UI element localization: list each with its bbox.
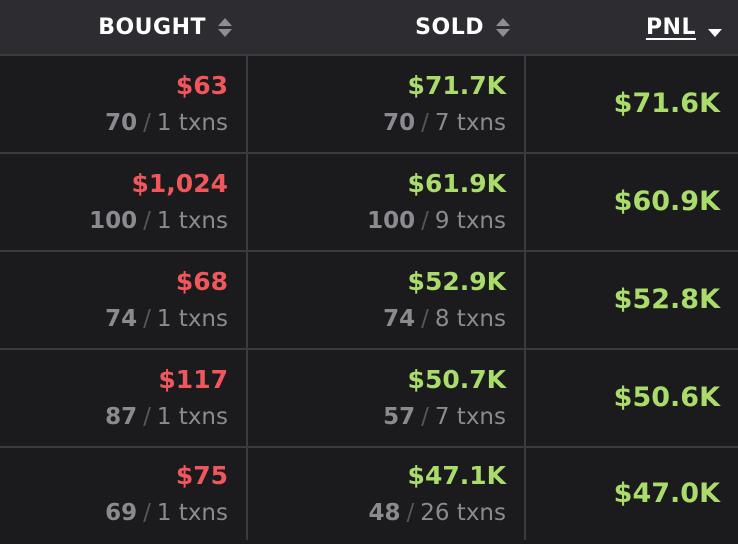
separator: / [421, 404, 429, 430]
bought-amount: $68 [175, 267, 228, 296]
pnl-cell: $60.9K [526, 154, 738, 250]
bought-cell: $1,024 100/1 txns [0, 154, 248, 250]
sold-amount: $47.1K [407, 461, 506, 490]
separator: / [143, 110, 151, 136]
sold-txns: 48/26 txns [368, 497, 506, 529]
column-header-pnl[interactable]: PNL [526, 0, 738, 54]
pnl-value: $60.9K [613, 186, 720, 217]
pnl-cell: $50.6K [526, 350, 738, 446]
bought-txn-count: 1 txns [156, 208, 228, 234]
pnl-cell: $52.8K [526, 252, 738, 348]
sold-cell: $52.9K 74/8 txns [248, 252, 526, 348]
pnl-value: $50.6K [613, 382, 720, 413]
sort-icon[interactable] [218, 17, 232, 37]
separator: / [406, 500, 415, 526]
pnl-value: $71.6K [613, 88, 720, 119]
bought-cell: $68 74/1 txns [0, 252, 248, 348]
table-row[interactable]: $68 74/1 txns $52.9K 74/8 txns $52.8K [0, 252, 738, 350]
bought-count: 100 [89, 208, 138, 234]
column-header-label: SOLD [415, 14, 484, 40]
bought-txns: 87/1 txns [105, 401, 228, 433]
sold-count: 74 [383, 306, 416, 332]
separator: / [143, 306, 151, 332]
sold-txns: 70/7 txns [383, 107, 506, 139]
pnl-cell: $71.6K [526, 56, 738, 152]
column-header-label: PNL [645, 14, 696, 40]
bought-amount: $63 [175, 71, 228, 100]
sold-amount: $52.9K [407, 267, 506, 296]
bought-cell: $63 70/1 txns [0, 56, 248, 152]
sold-cell: $47.1K 48/26 txns [248, 448, 526, 540]
bought-txns: 69/1 txns [105, 497, 228, 529]
pnl-value: $52.8K [613, 284, 720, 315]
sort-icon[interactable] [496, 17, 510, 37]
sold-cell: $61.9K 100/9 txns [248, 154, 526, 250]
separator: / [421, 208, 429, 234]
sold-txn-count: 7 txns [434, 404, 506, 430]
bought-txns: 100/1 txns [89, 205, 228, 237]
sort-desc-icon[interactable] [708, 17, 722, 37]
sold-txn-count: 9 txns [434, 208, 506, 234]
table-row[interactable]: $63 70/1 txns $71.7K 70/7 txns $71.6K [0, 56, 738, 154]
sold-txns: 57/7 txns [383, 401, 506, 433]
sold-count: 70 [383, 110, 416, 136]
bought-count: 87 [105, 404, 138, 430]
sold-amount: $50.7K [407, 365, 506, 394]
table-row[interactable]: $75 69/1 txns $47.1K 48/26 txns $47.0K [0, 448, 738, 540]
sold-count: 48 [368, 500, 401, 526]
bought-cell: $117 87/1 txns [0, 350, 248, 446]
bought-count: 70 [105, 110, 138, 136]
bought-txn-count: 1 txns [156, 404, 228, 430]
table-row[interactable]: $1,024 100/1 txns $61.9K 100/9 txns $60.… [0, 154, 738, 252]
sold-txns: 100/9 txns [367, 205, 506, 237]
sold-amount: $71.7K [407, 71, 506, 100]
bought-txn-count: 1 txns [156, 500, 228, 526]
table-header: BOUGHT SOLD PNL [0, 0, 738, 56]
bought-txns: 74/1 txns [105, 303, 228, 335]
bought-txns: 70/1 txns [105, 107, 228, 139]
sold-amount: $61.9K [407, 169, 506, 198]
table-row[interactable]: $117 87/1 txns $50.7K 57/7 txns $50.6K [0, 350, 738, 448]
sold-txns: 74/8 txns [383, 303, 506, 335]
separator: / [143, 404, 151, 430]
column-header-sold[interactable]: SOLD [248, 0, 526, 54]
sold-txn-count: 8 txns [434, 306, 506, 332]
sold-txn-count: 26 txns [420, 500, 506, 526]
pnl-cell: $47.0K [526, 448, 738, 540]
bought-count: 69 [105, 500, 138, 526]
sold-cell: $71.7K 70/7 txns [248, 56, 526, 152]
bought-txn-count: 1 txns [156, 306, 228, 332]
sold-txn-count: 7 txns [434, 110, 506, 136]
separator: / [421, 110, 429, 136]
bought-amount: $75 [175, 461, 228, 490]
separator: / [143, 500, 151, 526]
column-header-label: BOUGHT [98, 14, 206, 40]
sold-cell: $50.7K 57/7 txns [248, 350, 526, 446]
separator: / [143, 208, 151, 234]
bought-amount: $117 [158, 365, 228, 394]
bought-count: 74 [105, 306, 138, 332]
separator: / [421, 306, 429, 332]
sold-count: 57 [383, 404, 416, 430]
sold-count: 100 [367, 208, 416, 234]
bought-amount: $1,024 [131, 169, 228, 198]
pnl-value: $47.0K [613, 478, 720, 509]
bought-txn-count: 1 txns [156, 110, 228, 136]
column-header-bought[interactable]: BOUGHT [0, 0, 248, 54]
table-body: $63 70/1 txns $71.7K 70/7 txns $71.6K $1… [0, 56, 738, 540]
bought-cell: $75 69/1 txns [0, 448, 248, 540]
